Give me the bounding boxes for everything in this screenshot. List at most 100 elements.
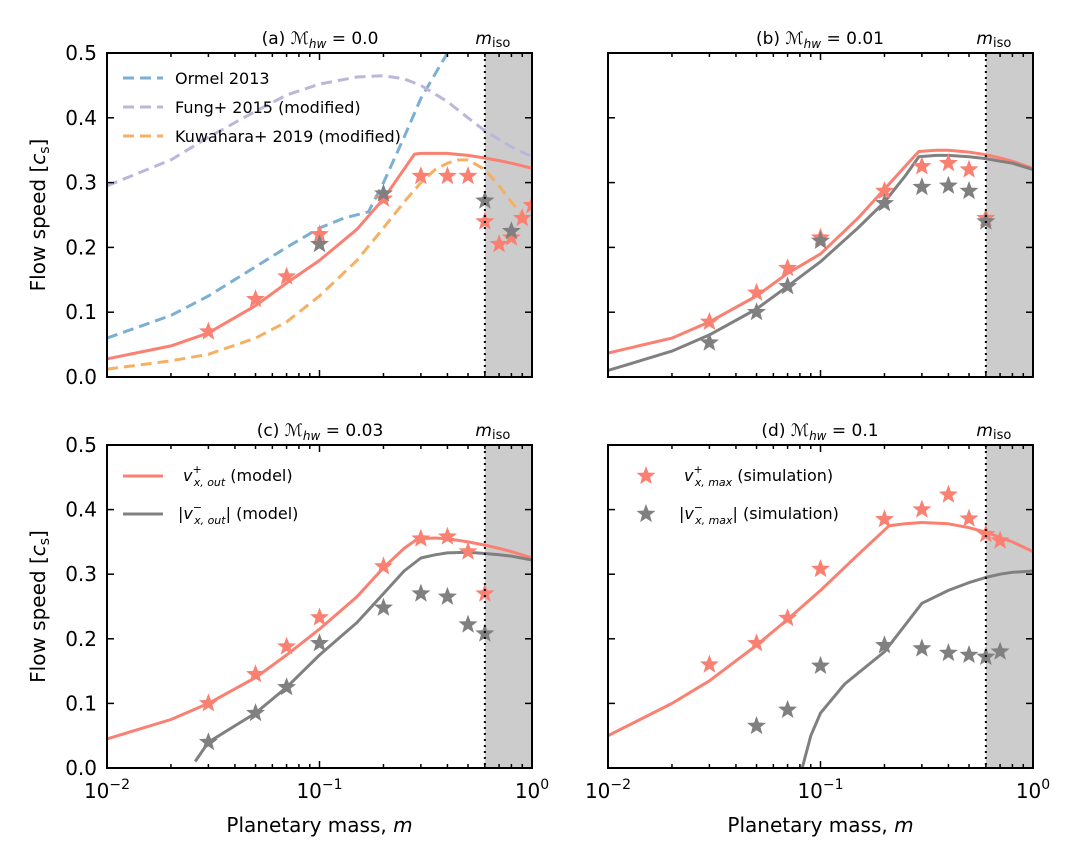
data-point-star: [990, 530, 1010, 549]
data-point-star: [747, 633, 766, 652]
legend-label: |v− x, out| (model): [178, 501, 298, 527]
isolation-region: [484, 445, 532, 768]
data-point-star: [310, 633, 329, 652]
data-point-star: [699, 332, 719, 351]
y-tick-label: 0.2: [65, 627, 97, 651]
miso-label: miso: [475, 29, 510, 51]
data-point-star: [374, 556, 393, 575]
data-point-star: [699, 654, 719, 673]
data-point-star: [277, 677, 297, 696]
legend-label: Kuwahara+ 2019 (modified): [175, 127, 401, 146]
plot-area: [608, 53, 1033, 377]
data-point-star: [778, 699, 798, 718]
series-line: [608, 148, 1033, 355]
panel-title: (c) ℳhw = 0.03: [257, 421, 384, 443]
data-point-star: [246, 664, 265, 683]
data-point-star: [875, 193, 894, 212]
series-line: [107, 74, 532, 188]
panel-title: (b) ℳhw = 0.01: [756, 29, 884, 51]
data-point-star: [778, 608, 798, 627]
x-tick-label: 100: [1016, 777, 1050, 803]
data-point-star: [959, 645, 979, 663]
data-point-star: [875, 635, 894, 654]
series-line: [107, 536, 532, 741]
data-point-star: [811, 230, 830, 249]
x-tick-label: 100: [515, 777, 549, 803]
axes-frame: [607, 52, 1034, 378]
legend-label: v+ x, max (simulation): [684, 463, 833, 489]
data-point-star: [938, 484, 958, 503]
x-axis-label: Planetary mass, m: [727, 813, 913, 837]
panel-a: 0.0 0.1 0.2 0.3 0.4 0.5 (a) ℳhw = 0.0 miso Flow …: [26, 29, 533, 389]
data-point-star: [501, 221, 521, 240]
data-point-star: [374, 597, 393, 616]
plot-area: [608, 445, 1033, 768]
y-tick-label: 0.5: [65, 41, 97, 65]
legend-panel-c: v+ x, out (model) |v− x, out| (model): [123, 463, 298, 527]
legend-label: |v− x, max| (simulation): [679, 501, 839, 527]
x-tick-label: 10−2: [84, 777, 130, 803]
y-tick-label: 0.0: [65, 365, 97, 389]
data-point-star: [246, 703, 265, 722]
y-tick-label: 0.5: [65, 433, 97, 457]
data-point-star: [990, 641, 1010, 660]
data-point-star: [310, 224, 329, 243]
data-point-star: [475, 583, 495, 602]
y-tick-label: 0.3: [65, 171, 97, 195]
axes-frame: [607, 444, 1034, 769]
data-point-star: [458, 541, 478, 560]
y-axis-label: Flow speed [cs]: [26, 139, 53, 292]
legend-panel-d: v+ x, max (simulation) |v− x, max| (simulat…: [636, 463, 839, 527]
data-point-star: [912, 177, 932, 196]
data-point-star: [246, 289, 265, 308]
data-point-star: [501, 227, 521, 246]
x-tick-label: 10−1: [296, 777, 342, 803]
y-tick-label: 0.4: [65, 106, 97, 130]
data-point-star: [938, 153, 958, 172]
data-point-star: [912, 638, 932, 657]
panel-d: 10−2 10−1 100 (d) ℳhw = 0.1 miso Planetary ma…: [585, 421, 1050, 837]
legend-star: [636, 504, 656, 523]
series-line: [107, 158, 532, 371]
data-point-star: [437, 586, 457, 605]
y-tick-label: 0.3: [65, 562, 97, 586]
data-point-star: [198, 732, 218, 751]
data-point-star: [747, 716, 766, 735]
data-point-star: [475, 211, 495, 230]
data-point-star: [747, 302, 766, 321]
miso-label: miso: [976, 421, 1011, 443]
data-point-star: [310, 607, 329, 626]
panel-c: 0.0 0.1 0.2 0.3 0.4 0.5 10−2 10−1 100 (c) ℳhw = 0…: [26, 421, 549, 837]
panel-b: (b) ℳhw = 0.01 miso: [607, 29, 1034, 378]
data-point-star: [411, 583, 431, 602]
data-point-star: [310, 234, 329, 253]
data-point-star: [277, 266, 297, 285]
data-point-star: [411, 166, 431, 185]
data-point-star: [512, 208, 532, 227]
data-point-star: [938, 175, 958, 194]
data-point-star: [522, 195, 532, 214]
data-point-star: [912, 156, 932, 175]
data-point-star: [959, 159, 979, 178]
data-point-star: [489, 234, 509, 253]
y-tick-label: 0.4: [65, 498, 97, 522]
y-tick-label: 0.1: [65, 691, 97, 715]
miso-label: miso: [475, 421, 510, 443]
data-point-star: [875, 509, 894, 528]
miso-label: miso: [976, 29, 1011, 51]
data-point-star: [976, 211, 996, 230]
data-point-star: [458, 166, 478, 185]
series-line: [608, 521, 1033, 738]
x-tick-label: 10−2: [585, 777, 631, 803]
data-point-star: [938, 643, 958, 662]
panel-title: (a) ℳhw = 0.0: [262, 29, 379, 51]
y-tick-label: 0.0: [65, 756, 97, 780]
data-point-star: [976, 524, 996, 543]
panel-title: (d) ℳhw = 0.1: [761, 421, 878, 443]
legend-panel-a: Ormel 2013 Fung+ 2015 (modified) Kuwahara+…: [123, 69, 401, 146]
data-point-star: [778, 258, 798, 277]
y-tick-label: 0.2: [65, 235, 97, 259]
plot-area: [107, 445, 532, 768]
data-point-star: [959, 181, 979, 200]
